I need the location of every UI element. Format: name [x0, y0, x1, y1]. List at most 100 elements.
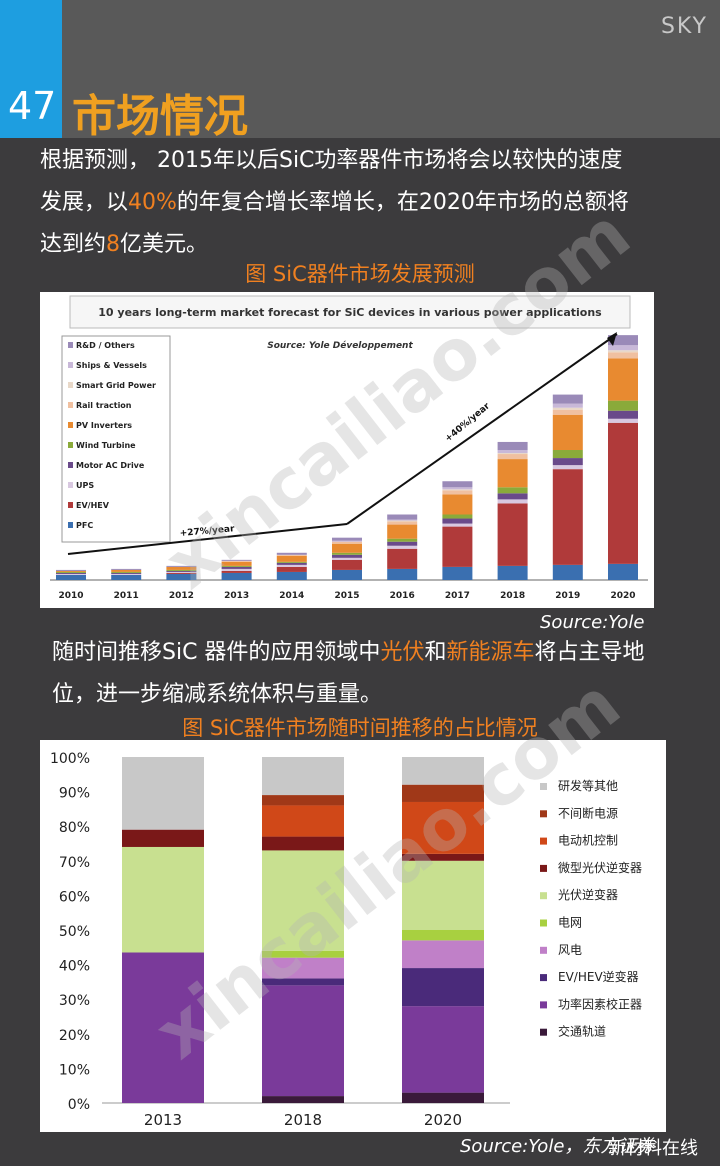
paragraph-1-text: 亿美元。 [120, 232, 209, 257]
chart-1-bar-segment [221, 572, 252, 580]
chart-2-bar-segment [402, 940, 484, 969]
chart-1-bar-segment [608, 358, 638, 401]
chart-1-bar-segment [552, 458, 583, 466]
chart-2-legend-label: 光伏逆变器 [558, 887, 618, 902]
chart-2-legend-label: 电动机控制 [558, 834, 618, 848]
chart-1-bar-segment [332, 569, 362, 580]
chart-1-bar-segment [56, 574, 86, 580]
chart-1-legend-swatch [68, 422, 73, 428]
chart-1-x-tick: 2010 [58, 591, 83, 601]
chart-2-bar-segment [262, 795, 344, 806]
chart-1-bar-segment [608, 400, 638, 411]
chart-1-x-tick: 2020 [610, 591, 635, 601]
chart-2-y-tick: 50% [59, 924, 90, 940]
chart-1-bar-segment [221, 566, 252, 569]
chart-1-bar-segment [387, 514, 418, 520]
chart-1-x-tick: 2011 [114, 591, 139, 601]
chart-1-legend-label: EV/HEV [76, 501, 110, 510]
chart-1-bar-segment [56, 570, 86, 572]
chart-2-legend-swatch [540, 810, 547, 818]
chart-1-bar-segment [552, 414, 583, 451]
chart-1-bar-segment [56, 572, 86, 574]
chart-1-legend-box [61, 335, 171, 543]
chart-1-x-tick: 2013 [224, 591, 249, 601]
chart-1-bar-segment [221, 570, 252, 573]
chart-1-container: 10 years long-term market forecast for S… [40, 292, 654, 608]
chart-2-bar-segment [262, 850, 344, 951]
chart-2-legend-label: EV/HEV逆变器 [558, 969, 639, 984]
chart-1-bar-segment [552, 394, 583, 404]
ev-highlight: 新能源车 [446, 640, 535, 665]
chart-1-bar-segment [166, 570, 197, 572]
chart-1-bar-segment [442, 494, 473, 515]
chart-1-bar-segment [497, 454, 528, 460]
paragraph-2-text: 和 [424, 640, 447, 665]
chart-2-y-tick: 70% [59, 855, 90, 871]
paragraph-1: 根据预测， 2015年以后SiC功率器件市场将会以较快的速度 发展，以40%的年… [40, 140, 700, 266]
chart-1-bar-segment [387, 520, 418, 522]
chart-1-bar-segment [608, 422, 638, 564]
chart-1-legend-swatch [68, 442, 73, 448]
chart-2-caption: 图 SiC器件市场随时间推移的占比情况 [182, 716, 538, 740]
chart-1-legend-label: R&D / Others [76, 341, 135, 350]
chart-1-bar-segment [608, 335, 638, 346]
chart-2-legend-swatch [540, 892, 547, 900]
chart-1-bar-segment [552, 403, 583, 408]
chart-2-bar-segment [402, 801, 484, 854]
chart-2-x-tick: 2020 [424, 1111, 462, 1129]
chart-1-bar-segment [276, 555, 307, 562]
chart-2-legend-label: 不间断电源 [558, 805, 618, 820]
chart-1-svg: 10 years long-term market forecast for S… [50, 295, 648, 601]
chart-1-legend-label: Smart Grid Power [76, 381, 156, 390]
sky-label: SKY [660, 14, 708, 39]
chart-1-bar-segment [387, 568, 418, 580]
chart-1-bar-segment [332, 541, 362, 544]
chart-1-legend-label: Motor AC Drive [76, 461, 145, 470]
chart-1-x-tick: 2017 [445, 591, 470, 601]
chart-1-bar-segment [442, 487, 473, 490]
chart-1-bar-segment [276, 552, 307, 555]
chart-1-bar-segment [276, 554, 307, 556]
chart-2-y-tick: 20% [59, 1028, 90, 1044]
chart-1-bar-segment [497, 487, 528, 494]
chart-1-legend-label: PV Inverters [76, 421, 132, 430]
chart-1-bar-segment [442, 518, 473, 524]
chart-2-bar-segment [262, 978, 344, 986]
chart-1-bar-segment [111, 572, 142, 574]
chart-1-bar-segment [387, 538, 418, 542]
chart-1-trend-arrow-2 [346, 333, 618, 525]
chart-1-bar-segment [552, 409, 583, 415]
chart-2-y-tick: 30% [59, 993, 90, 1009]
chart-1-legend-swatch [68, 482, 73, 488]
chart-1-bar-segment [608, 563, 638, 580]
chart-1-bar-segment [111, 568, 142, 570]
chart-1-subtitle: Source: Yole Développement [267, 340, 413, 351]
market-size-highlight: 8 [106, 232, 121, 257]
chart-1-bar-segment [442, 490, 473, 495]
chart-1-bar-segment [276, 561, 307, 563]
paragraph-1-line-2: 发展，以40%的年复合增长率增长，在2020年市场的总额将 [40, 182, 700, 224]
chart-1-legend-label: UPS [76, 481, 94, 490]
chart-2-source: Source:Yole，东方证券 [460, 1136, 655, 1157]
paragraph-1-text: 达到约 [40, 232, 107, 257]
chart-1-bar-segment [221, 565, 252, 567]
chart-1-legend-label: Ships & Vessels [76, 361, 147, 370]
chart-1-bar-segment [608, 345, 638, 351]
chart-2-bar-segment [402, 930, 484, 941]
paragraph-1-text: 发展，以 [40, 190, 129, 215]
chart-1-bar-segment [56, 573, 86, 575]
chart-1-bar-segment [387, 545, 418, 549]
header-accent-strip [0, 0, 62, 138]
chart-1-bar-segment [442, 514, 473, 519]
chart-1-legend-swatch [68, 362, 73, 368]
chart-1-bar-segment [442, 523, 473, 527]
paragraph-1-line-1: 根据预测， 2015年以后SiC功率器件市场将会以较快的速度 [40, 148, 623, 173]
chart-1-bar-segment [276, 571, 307, 580]
chart-2-bar-segment [122, 829, 204, 847]
chart-1-annotation: +27%/year [179, 524, 235, 539]
chart-1-bar-segment [111, 569, 142, 572]
chart-1-bar-segment [111, 574, 142, 580]
paragraph-2-text: 将占主导地 [534, 640, 645, 665]
chart-1-bar-segment [332, 557, 362, 560]
paragraph-2-line-2: 位，进一步缩减系统体积与重量。 [52, 682, 383, 707]
